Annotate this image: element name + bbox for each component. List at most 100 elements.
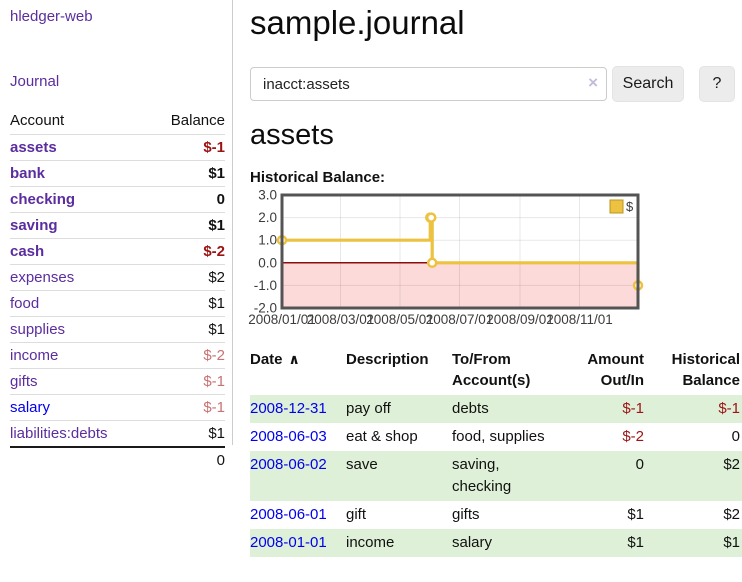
account-row: saving $1 bbox=[10, 212, 225, 239]
transaction-date-link[interactable]: 2008-12-31 bbox=[250, 400, 327, 417]
account-balance: $1 bbox=[148, 160, 225, 187]
x-axis-tick-label: 2008/09/01 bbox=[486, 312, 554, 327]
transaction-date-link[interactable]: 2008-06-02 bbox=[250, 456, 327, 473]
x-axis-tick-label: 2008/01/01 bbox=[248, 312, 316, 327]
sidebar: hledger-web Journal Account Balance asse… bbox=[0, 0, 233, 473]
legend-swatch-icon bbox=[609, 199, 624, 214]
y-axis-tick-label: 1.0 bbox=[258, 233, 277, 248]
transaction-date-link[interactable]: 2008-01-01 bbox=[250, 534, 327, 551]
chart-negative-region bbox=[282, 262, 638, 308]
x-axis-tick-label: 2008/05/01 bbox=[366, 312, 434, 327]
transaction-balance: $1 bbox=[723, 534, 740, 551]
transaction-amount: $-2 bbox=[622, 428, 644, 445]
sidebar-account-link-assets[interactable]: assets bbox=[10, 139, 57, 156]
account-row: cash $-2 bbox=[10, 238, 225, 265]
transaction-amount: 0 bbox=[635, 456, 644, 473]
transaction-description: save bbox=[346, 456, 378, 473]
account-balance: 0 bbox=[148, 186, 225, 213]
y-axis-tick-label: 2.0 bbox=[258, 210, 277, 225]
y-axis-tick-label: -1.0 bbox=[254, 278, 277, 293]
search-button[interactable]: Search bbox=[612, 66, 684, 102]
account-row: food $1 bbox=[10, 290, 225, 317]
transaction-accounts: debts bbox=[452, 400, 489, 417]
sidebar-account-link-income[interactable]: income bbox=[10, 347, 59, 364]
transaction-description: gift bbox=[346, 506, 367, 523]
register-table: Date ∧ Description To/From Account(s) Amount… bbox=[250, 347, 742, 557]
transaction-balance: $2 bbox=[723, 456, 740, 473]
brand-link[interactable]: hledger-web bbox=[10, 8, 93, 25]
search-input[interactable] bbox=[250, 67, 607, 101]
data-point bbox=[426, 257, 438, 269]
y-axis-tick-label: 0.0 bbox=[258, 255, 277, 270]
sidebar-account-link-food[interactable]: food bbox=[10, 295, 40, 312]
transaction-balance: $2 bbox=[723, 506, 740, 523]
register-header-amount-out-in: Amount Out/In bbox=[587, 351, 644, 389]
sidebar-account-link-expenses[interactable]: expenses bbox=[10, 269, 75, 286]
transaction-date-link[interactable]: 2008-06-03 bbox=[250, 428, 327, 445]
sidebar-account-link-checking[interactable]: checking bbox=[10, 191, 76, 208]
account-balance: $1 bbox=[148, 316, 225, 343]
chart-title: Historical Balance: bbox=[250, 169, 386, 186]
account-balance: $-1 bbox=[148, 394, 225, 421]
transaction-amount: $-1 bbox=[622, 400, 644, 417]
account-row: income $-2 bbox=[10, 342, 225, 369]
account-row: gifts $-1 bbox=[10, 368, 225, 395]
sidebar-account-link-cash[interactable]: cash bbox=[10, 243, 45, 260]
sidebar-account-link-salary[interactable]: salary bbox=[10, 399, 51, 416]
account-balance: $2 bbox=[148, 264, 225, 291]
data-point bbox=[425, 212, 437, 223]
account-row: bank $1 bbox=[10, 160, 225, 187]
sidebar-account-link-liabilities-debts[interactable]: liabilities:debts bbox=[10, 425, 108, 442]
transaction-amount: $1 bbox=[627, 534, 644, 551]
account-row: salary $-1 bbox=[10, 394, 225, 421]
accounts-header-account: Account bbox=[10, 109, 149, 135]
account-balance: $1 bbox=[148, 212, 225, 239]
transaction-date-link[interactable]: 2008-06-01 bbox=[250, 506, 327, 523]
register-header-historical-balance: Historical Balance bbox=[671, 351, 740, 389]
transaction-description: pay off bbox=[346, 400, 391, 417]
clear-search-icon[interactable]: × bbox=[588, 73, 598, 92]
register-row: 2008-01-01 income salary $1 $1 bbox=[250, 529, 742, 557]
transaction-accounts: food, supplies bbox=[452, 428, 545, 445]
help-button[interactable]: ? bbox=[699, 66, 735, 102]
account-balance: $1 bbox=[148, 290, 225, 317]
transaction-accounts: saving, checking bbox=[452, 456, 512, 495]
accounts-total-value: 0 bbox=[148, 446, 225, 473]
transaction-description: income bbox=[346, 534, 395, 551]
transaction-balance: $-1 bbox=[718, 400, 740, 417]
account-balance: $-1 bbox=[148, 134, 225, 161]
sort-ascending-icon[interactable]: ∧ bbox=[288, 351, 300, 367]
register-row: 2008-06-03 eat & shop food, supplies $-2 0 bbox=[250, 423, 742, 451]
accounts-header-balance: Balance bbox=[148, 109, 225, 135]
register-header-date[interactable]: Date ∧ bbox=[250, 351, 300, 368]
accounts-table: Account Balance assets $-1 bank $1 checking 0… bbox=[10, 109, 225, 473]
transaction-amount: $1 bbox=[627, 506, 644, 523]
account-row: assets $-1 bbox=[10, 134, 225, 161]
y-axis-tick-label: -2.0 bbox=[254, 301, 277, 316]
chart-border bbox=[280, 193, 640, 310]
sidebar-account-link-saving[interactable]: saving bbox=[10, 217, 58, 234]
register-header-description: Description bbox=[346, 351, 429, 368]
transaction-balance: 0 bbox=[731, 428, 740, 445]
account-balance: $-2 bbox=[148, 342, 225, 369]
accounts-total-row: 0 bbox=[10, 446, 225, 473]
account-row: supplies $1 bbox=[10, 316, 225, 343]
account-balance: $-1 bbox=[148, 368, 225, 395]
search-form: × Search ? bbox=[250, 66, 742, 102]
main-content: sample.journal × Search ? assets Histori… bbox=[245, 0, 742, 557]
x-axis-tick-label: 2008/11/01 bbox=[546, 312, 613, 327]
register-row: 2008-06-02 save saving, checking 0 $2 bbox=[250, 451, 742, 501]
account-balance: $1 bbox=[148, 420, 225, 448]
transaction-accounts: salary bbox=[452, 534, 493, 551]
historical-balance-chart: $3.0 2.0 1.0 0.0 -1.0 -2.02008/01/012008/03/0… bbox=[248, 188, 644, 327]
y-axis-tick-label: 3.0 bbox=[258, 188, 277, 203]
sidebar-item-journal[interactable]: Journal bbox=[10, 73, 60, 90]
sidebar-account-link-bank[interactable]: bank bbox=[10, 165, 46, 182]
page-title: sample.journal bbox=[250, 4, 465, 41]
account-balance: $-2 bbox=[148, 238, 225, 265]
legend-label: $ bbox=[626, 199, 634, 214]
account-row: checking 0 bbox=[10, 186, 225, 213]
register-header-to-from-account-s-: To/From Account(s) bbox=[452, 351, 531, 389]
sidebar-account-link-supplies[interactable]: supplies bbox=[10, 321, 66, 338]
sidebar-account-link-gifts[interactable]: gifts bbox=[10, 373, 38, 390]
